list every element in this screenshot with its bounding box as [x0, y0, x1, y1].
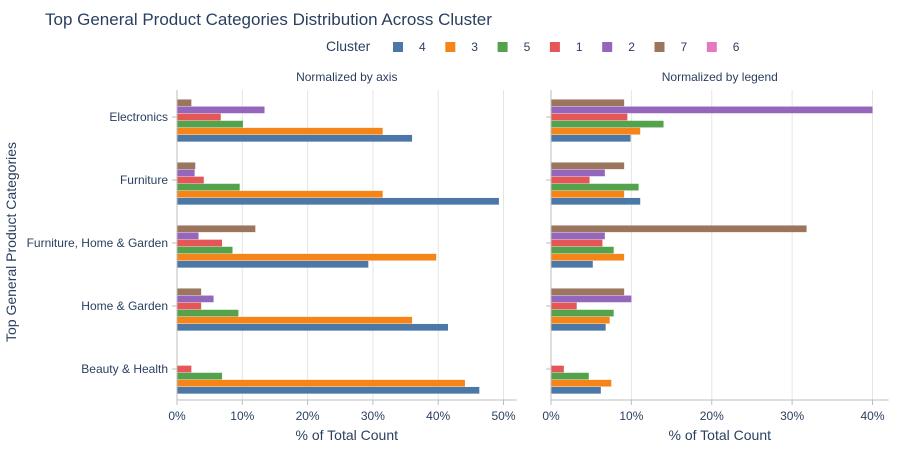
bar-p2-cluster-7-2[interactable] [551, 225, 807, 233]
panel-1-x-tick-label-3: 30% [361, 409, 385, 423]
panel-1-x-tick-label-0: 0% [168, 409, 186, 423]
bar-p1-cluster-7-2[interactable] [177, 225, 256, 233]
bar-p2-cluster-4-4[interactable] [551, 386, 601, 394]
category-label-2: Furniture, Home & Garden [27, 236, 168, 250]
bar-p2-cluster-1-2[interactable] [551, 239, 603, 247]
legend-label-3[interactable]: 3 [471, 40, 478, 54]
bar-p2-cluster-3-4[interactable] [551, 379, 612, 387]
panel-2: Normalized by legend 0% 10% 20% 30% 40% % of T… [542, 70, 889, 443]
category-label-1: Furniture [120, 173, 168, 187]
bar-p1-cluster-4-4[interactable] [177, 386, 480, 394]
bar-p1-cluster-3-2[interactable] [177, 253, 437, 261]
bar-p1-cluster-5-0[interactable] [177, 120, 243, 128]
panel-1-x-axis-title: % of Total Count [296, 427, 399, 443]
bar-p2-cluster-3-1[interactable] [551, 190, 625, 198]
panel-2-x-tick-label-4: 40% [860, 409, 884, 423]
bar-p1-cluster-3-0[interactable] [177, 127, 383, 135]
bar-p2-cluster-5-3[interactable] [551, 309, 614, 317]
bar-p2-cluster-1-0[interactable] [551, 113, 628, 121]
legend-swatch-5[interactable] [497, 42, 508, 52]
chart-title: Top General Product Categories Distribut… [45, 10, 492, 29]
bar-p2-cluster-2-1[interactable] [551, 169, 605, 177]
panel-2-subtitle: Normalized by legend [662, 70, 778, 84]
bar-p2-cluster-4-3[interactable] [551, 323, 606, 331]
bar-p1-cluster-7-0[interactable] [177, 99, 192, 107]
legend-swatch-1[interactable] [549, 42, 560, 52]
bar-p2-cluster-4-1[interactable] [551, 197, 641, 205]
category-label-3: Home & Garden [81, 299, 168, 313]
bar-p1-cluster-5-4[interactable] [177, 372, 223, 380]
bar-p2-cluster-7-3[interactable] [551, 288, 625, 296]
bar-p2-cluster-2-2[interactable] [551, 232, 605, 240]
panel-2-x-tick-label-1: 10% [619, 409, 643, 423]
bar-p2-cluster-4-2[interactable] [551, 260, 593, 268]
bar-p2-cluster-3-3[interactable] [551, 316, 610, 324]
bar-p2-cluster-5-1[interactable] [551, 183, 639, 191]
bar-p1-cluster-2-0[interactable] [177, 106, 265, 114]
bar-p1-cluster-7-1[interactable] [177, 162, 196, 170]
bar-p1-cluster-4-2[interactable] [177, 260, 369, 268]
legend-label-2[interactable]: 2 [628, 40, 635, 54]
category-label-0: Electronics [109, 110, 168, 124]
panel-1: Normalized by axis 0% 10% 20% 30% 40% 50% % of … [168, 70, 517, 443]
bar-p2-cluster-7-0[interactable] [551, 99, 625, 107]
bar-p2-cluster-5-2[interactable] [551, 246, 614, 254]
bar-p2-cluster-4-0[interactable] [551, 134, 631, 142]
bar-p1-cluster-4-1[interactable] [177, 197, 499, 205]
bar-p1-cluster-1-4[interactable] [177, 365, 192, 373]
bar-p2-cluster-7-1[interactable] [551, 162, 625, 170]
panel-1-x-tick-label-5: 50% [491, 409, 515, 423]
bar-p1-cluster-3-1[interactable] [177, 190, 383, 198]
bar-p1-cluster-5-1[interactable] [177, 183, 240, 191]
bar-p2-cluster-2-3[interactable] [551, 295, 632, 303]
panel-2-x-axis-title: % of Total Count [669, 427, 772, 443]
panel-2-x-tick-label-0: 0% [542, 409, 560, 423]
legend-label-6[interactable]: 6 [733, 40, 740, 54]
legend-swatch-7[interactable] [654, 42, 665, 52]
bar-p1-cluster-1-0[interactable] [177, 113, 221, 121]
bar-p2-cluster-1-3[interactable] [551, 302, 577, 310]
legend-swatch-4[interactable] [393, 42, 403, 52]
legend-swatch-6[interactable] [706, 42, 717, 52]
bar-p1-cluster-2-2[interactable] [177, 232, 199, 240]
bar-p2-cluster-5-0[interactable] [551, 120, 664, 128]
legend-label-7[interactable]: 7 [681, 40, 688, 54]
bar-p1-cluster-2-1[interactable] [177, 169, 195, 177]
bar-p2-cluster-1-1[interactable] [551, 176, 590, 184]
legend-label-4[interactable]: 4 [419, 40, 426, 54]
bar-p1-cluster-5-2[interactable] [177, 246, 233, 254]
category-label-4: Beauty & Health [81, 362, 168, 376]
panel-2-x-tick-label-2: 20% [700, 409, 724, 423]
legend-swatch-2[interactable] [602, 42, 613, 52]
legend-label-5[interactable]: 5 [524, 40, 531, 54]
bar-p2-cluster-3-2[interactable] [551, 253, 625, 261]
bar-p2-cluster-5-4[interactable] [551, 372, 589, 380]
bar-p1-cluster-4-3[interactable] [177, 323, 448, 331]
panel-1-x-tick-label-2: 20% [296, 409, 320, 423]
panel-1-x-tick-label-1: 10% [230, 409, 254, 423]
bar-p1-cluster-3-4[interactable] [177, 379, 465, 387]
legend-swatch-3[interactable] [445, 42, 456, 52]
bar-p1-cluster-2-3[interactable] [177, 295, 214, 303]
legend: 4 3 5 1 2 7 6 [393, 40, 740, 54]
bar-p1-cluster-7-3[interactable] [177, 288, 202, 296]
legend-title: Cluster [326, 38, 371, 54]
bar-p2-cluster-3-0[interactable] [551, 127, 641, 135]
bar-p1-cluster-5-3[interactable] [177, 309, 239, 317]
panel-2-x-tick-label-3: 30% [780, 409, 804, 423]
bar-p1-cluster-1-1[interactable] [177, 176, 204, 184]
bar-p1-cluster-1-2[interactable] [177, 239, 223, 247]
chart-panels: Normalized by axis 0% 10% 20% 30% 40% 50% % of … [27, 70, 889, 443]
bar-p1-cluster-4-0[interactable] [177, 134, 413, 142]
bar-p1-cluster-1-3[interactable] [177, 302, 202, 310]
bar-p2-cluster-2-0[interactable] [551, 106, 873, 114]
bar-p1-cluster-3-3[interactable] [177, 316, 413, 324]
bar-p2-cluster-1-4[interactable] [551, 365, 564, 373]
y-axis-title: Top General Product Categories [3, 142, 19, 342]
panel-1-subtitle: Normalized by axis [296, 70, 397, 84]
panel-1-x-tick-label-4: 40% [426, 409, 450, 423]
legend-label-1[interactable]: 1 [576, 40, 583, 54]
